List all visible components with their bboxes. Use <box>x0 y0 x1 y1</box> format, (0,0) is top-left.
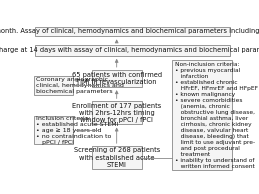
Text: 65 patients with confirmed
TIMI III revascularization: 65 patients with confirmed TIMI III reva… <box>72 72 162 85</box>
Text: Enrollment of 177 patients
with 2hrs-12hrs timing
window for pPCI / fPCI: Enrollment of 177 patients with 2hrs-12h… <box>72 103 161 123</box>
FancyBboxPatch shape <box>92 70 142 87</box>
Text: Discharge at 14 days with assay of clinical, hemodynamics and biochemical parame: Discharge at 14 days with assay of clini… <box>0 47 259 53</box>
FancyBboxPatch shape <box>92 146 142 169</box>
FancyBboxPatch shape <box>34 76 73 95</box>
Text: Non-inclusion criteria:
• previous myocardial
   infarction
• established chroni: Non-inclusion criteria: • previous myoca… <box>175 62 258 169</box>
Text: Coronary angiographic,
clinical, hemodynamics and
biochemical parameters: Coronary angiographic, clinical, hemodyn… <box>36 77 124 94</box>
Text: Screening of 268 patients
with established acute
STEMI: Screening of 268 patients with establish… <box>74 147 160 168</box>
FancyBboxPatch shape <box>34 116 73 144</box>
Text: Inclusion criteria:
• established acute STEMI
• age ≥ 18 years old
• no contrain: Inclusion criteria: • established acute … <box>36 116 119 145</box>
FancyBboxPatch shape <box>35 27 230 36</box>
FancyBboxPatch shape <box>35 45 230 56</box>
FancyBboxPatch shape <box>92 101 142 125</box>
FancyBboxPatch shape <box>172 60 232 170</box>
Text: 6 month. Assay of clinical, hemodynamics and biochemical parameters including sS: 6 month. Assay of clinical, hemodynamics… <box>0 29 259 35</box>
